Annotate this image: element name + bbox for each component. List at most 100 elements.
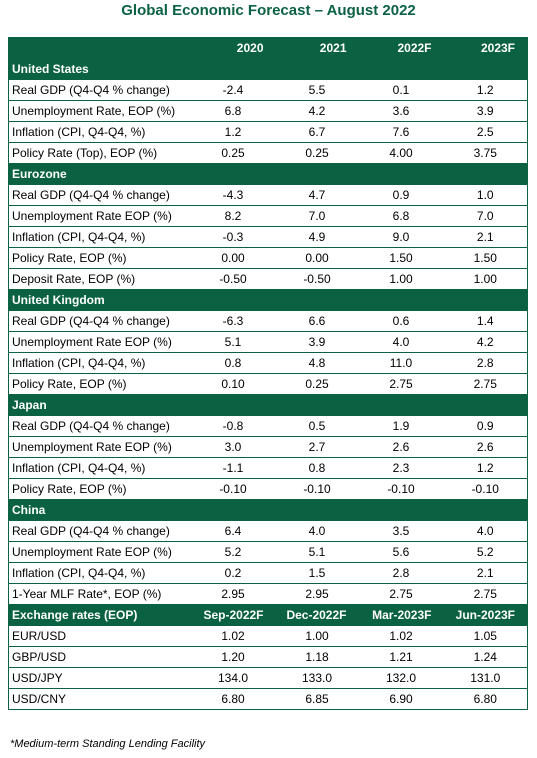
value-cell: 1.2 [443,79,528,101]
data-row: Unemployment Rate EOP (%) 3.0 2.7 2.6 2.6 [8,436,528,458]
section-name: China [8,499,528,521]
title: Global Economic Forecast – August 2022 [121,2,416,19]
value-cell: 1.5 [275,562,359,584]
value-cell: 1.0 [443,184,528,206]
row-label: USD/CNY [8,688,191,710]
value-cell: 1.50 [443,247,528,269]
value-cell: 1.20 [190,646,276,668]
data-row: Real GDP (Q4-Q4 % change) -0.8 0.5 1.9 0.9 [8,415,528,437]
section-row: United States [8,58,528,80]
value-cell: 0.9 [358,184,444,206]
value-cell: 4.2 [275,100,359,122]
value-cell: -0.50 [275,268,359,290]
value-cell: 0.8 [275,457,359,479]
row-label: Inflation (CPI, Q4-Q4, %) [8,226,191,248]
value-cell: -0.3 [190,226,276,248]
data-row: Policy Rate (Top), EOP (%) 0.25 0.25 4.00 3.… [8,142,528,164]
value-cell: 4.8 [275,352,359,374]
data-row: Real GDP (Q4-Q4 % change) 6.4 4.0 3.5 4.0 [8,520,528,542]
row-label: Real GDP (Q4-Q4 % change) [8,415,191,437]
data-row: Unemployment Rate, EOP (%) 6.8 4.2 3.6 3.9 [8,100,528,122]
value-cell: -0.50 [190,268,276,290]
value-cell: 4.0 [443,520,528,542]
value-cell: -0.10 [443,478,528,500]
value-cell: 2.1 [443,226,528,248]
value-cell: 6.90 [358,688,444,710]
column-header: Mar-2023F [358,604,444,626]
section-row: Eurozone [8,163,528,185]
value-cell: 9.0 [358,226,444,248]
value-cell: 2.75 [443,373,528,395]
data-row: Unemployment Rate EOP (%) 8.2 7.0 6.8 7.0 [8,205,528,227]
value-cell: 134.0 [190,667,276,689]
row-label: Unemployment Rate, EOP (%) [8,100,191,122]
value-cell: 2.95 [275,583,359,605]
value-cell: 2.1 [443,562,528,584]
value-cell: 0.2 [190,562,276,584]
value-cell: 4.9 [275,226,359,248]
value-cell: 1.21 [358,646,444,668]
data-row: Unemployment Rate EOP (%) 5.1 3.9 4.0 4.2 [8,331,528,353]
row-label: Deposit Rate, EOP (%) [8,268,191,290]
value-cell: 6.4 [190,520,276,542]
row-label: Policy Rate, EOP (%) [8,478,191,500]
value-cell: 0.5 [275,415,359,437]
value-cell: 0.10 [190,373,276,395]
value-cell: 0.00 [275,247,359,269]
value-cell: 1.9 [358,415,444,437]
column-header: 2023F [443,37,528,59]
data-row: USD/JPY 134.0 133.0 132.0 131.0 [8,667,528,689]
row-label: Policy Rate, EOP (%) [8,247,191,269]
value-cell: 3.9 [443,100,528,122]
value-cell: 6.80 [443,688,528,710]
value-cell: 5.6 [358,541,444,563]
row-label: Unemployment Rate EOP (%) [8,205,191,227]
value-cell: 2.75 [358,373,444,395]
data-row: Real GDP (Q4-Q4 % change) -4.3 4.7 0.9 1.0 [8,184,528,206]
value-cell: 1.18 [275,646,359,668]
data-row: Policy Rate, EOP (%) 0.00 0.00 1.50 1.50 [8,247,528,269]
value-cell: 0.9 [443,415,528,437]
data-row: Deposit Rate, EOP (%) -0.50 -0.50 1.00 1.00 [8,268,528,290]
value-cell: -0.10 [358,478,444,500]
value-cell: 2.8 [443,352,528,374]
value-cell: 5.2 [190,541,276,563]
column-header: Sep-2022F [190,604,276,626]
value-cell: -4.3 [190,184,276,206]
data-row: Inflation (CPI, Q4-Q4, %) -1.1 0.8 2.3 1.2 [8,457,528,479]
data-row: Inflation (CPI, Q4-Q4, %) 0.2 1.5 2.8 2.1 [8,562,528,584]
value-cell: 1.24 [443,646,528,668]
value-cell: -1.1 [190,457,276,479]
value-cell: 3.0 [190,436,276,458]
value-cell: 1.02 [358,625,444,647]
column-header: 2022F [358,37,444,59]
section-row: China [8,499,528,521]
value-cell: 3.6 [358,100,444,122]
value-cell: 131.0 [443,667,528,689]
header-cell [8,37,191,59]
section-name: United States [8,58,528,80]
data-row: Unemployment Rate EOP (%) 5.2 5.1 5.6 5.2 [8,541,528,563]
value-cell: 2.95 [190,583,276,605]
value-cell: 8.2 [190,205,276,227]
data-row: 1-Year MLF Rate*, EOP (%) 2.95 2.95 2.75 2.7… [8,583,528,605]
value-cell: 1.02 [190,625,276,647]
forecast-table: 2020 2021 2022F 2023F United States Real GDP … [8,37,528,710]
data-row: GBP/USD 1.20 1.18 1.21 1.24 [8,646,528,668]
value-cell: -0.10 [190,478,276,500]
value-cell: 11.0 [358,352,444,374]
data-row: USD/CNY 6.80 6.85 6.90 6.80 [8,688,528,710]
column-header: 2021 [275,37,359,59]
data-row: Real GDP (Q4-Q4 % change) -6.3 6.6 0.6 1.4 [8,310,528,332]
value-cell: 0.25 [190,142,276,164]
value-cell: -0.10 [275,478,359,500]
value-cell: 1.00 [275,625,359,647]
footnote: *Medium-term Standing Lending Facility [10,738,206,750]
value-cell: 1.2 [190,121,276,143]
row-label: Inflation (CPI, Q4-Q4, %) [8,562,191,584]
row-label: Unemployment Rate EOP (%) [8,331,191,353]
value-cell: 7.0 [275,205,359,227]
section-name: Eurozone [8,163,528,185]
value-cell: 1.4 [443,310,528,332]
